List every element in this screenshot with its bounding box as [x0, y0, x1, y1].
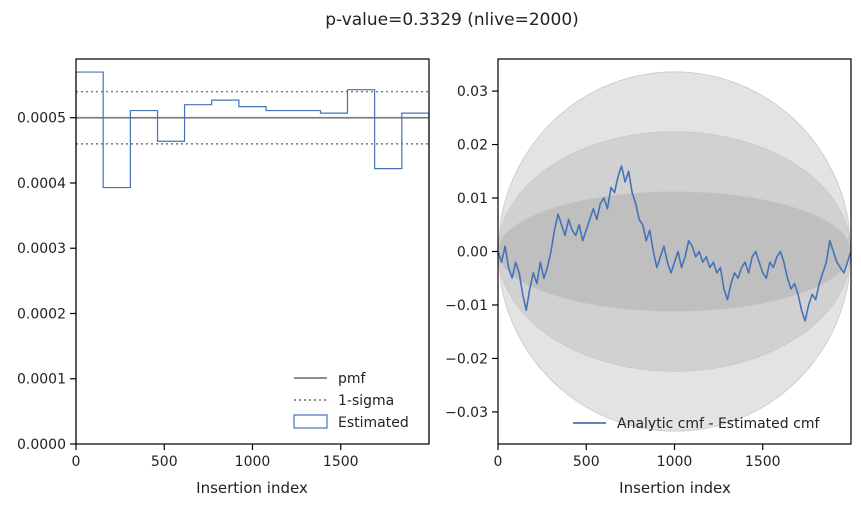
histogram-bar	[266, 111, 293, 444]
x-tick-label: 1000	[657, 454, 693, 470]
right-x-ticks: 0 500 1000 1500	[494, 444, 781, 470]
x-tick-label: 1500	[323, 454, 359, 470]
histogram-bar	[158, 141, 185, 444]
y-tick-label: 0.0002	[17, 306, 66, 322]
histogram-bar	[76, 72, 103, 444]
left-x-axis-label: Insertion index	[196, 479, 308, 497]
x-tick-label: 1500	[745, 454, 781, 470]
histogram-bar	[103, 188, 130, 444]
y-tick-label: 0.0005	[17, 111, 66, 127]
y-tick-label: −0.03	[445, 405, 488, 421]
legend-estimated-swatch	[293, 414, 328, 429]
left-y-ticks: 0.0000 0.0001 0.0002 0.0003 0.0004 0.0005	[17, 111, 76, 453]
x-tick-label: 1000	[235, 454, 271, 470]
y-tick-label: −0.01	[445, 298, 488, 314]
legend-pmf-label: pmf	[338, 371, 367, 387]
sigma-bands	[498, 71, 851, 432]
cmf-panel: 0 500 1000 1500 −0.03 −0.02 −0.01 0.00 0.01 0.02…	[445, 58, 852, 497]
figure-title: p-value=0.3329 (nlive=2000)	[325, 10, 579, 30]
y-tick-label: −0.02	[445, 351, 488, 367]
legend-estimated-label: Estimated	[338, 415, 409, 431]
sigma-band-1	[498, 191, 851, 312]
histogram-panel: 0 500 1000 1500 0.00000.00010.00020.00030.0…	[17, 58, 430, 497]
histogram-bar	[347, 90, 374, 444]
y-tick-label: 0.00	[457, 245, 488, 261]
right-x-axis-label: Insertion index	[619, 479, 731, 497]
right-legend: Analytic cmf - Estimated cmf	[573, 416, 820, 432]
y-tick-label: 0.0000	[17, 437, 66, 453]
y-tick-label: 0.02	[457, 138, 488, 154]
y-tick-label: 0.0003	[17, 241, 66, 257]
y-tick-label: 0.0004	[17, 176, 66, 192]
left-x-ticks: 0 500 1000 1500	[72, 444, 359, 470]
y-tick-label: 0.01	[457, 191, 488, 207]
histogram-bar	[130, 111, 157, 444]
estimated-step-outline	[75, 71, 430, 444]
histogram-bar	[239, 107, 266, 444]
y-tick-label: 0.03	[457, 84, 488, 100]
cmf-series-line	[498, 165, 851, 322]
histogram-bar	[185, 105, 212, 444]
y-tick-label: 0.0001	[17, 372, 66, 388]
histogram-bar	[402, 113, 429, 444]
histogram-bar	[212, 100, 239, 444]
left-legend: pmf 1-sigma Estimated	[293, 371, 409, 431]
histogram-bar	[293, 111, 320, 444]
right-y-ticks: −0.03 −0.02 −0.01 0.00 0.01 0.02 0.03	[445, 84, 498, 421]
legend-cmf-label: Analytic cmf - Estimated cmf	[617, 416, 820, 432]
x-tick-label: 0	[494, 454, 503, 470]
estimated-histogram	[75, 71, 430, 444]
left-reference-lines	[76, 90, 429, 145]
x-tick-label: 500	[151, 454, 178, 470]
x-tick-label: 500	[573, 454, 600, 470]
legend-sigma-label: 1-sigma	[338, 393, 394, 409]
x-tick-label: 0	[72, 454, 81, 470]
cmf-difference-line	[498, 165, 851, 322]
